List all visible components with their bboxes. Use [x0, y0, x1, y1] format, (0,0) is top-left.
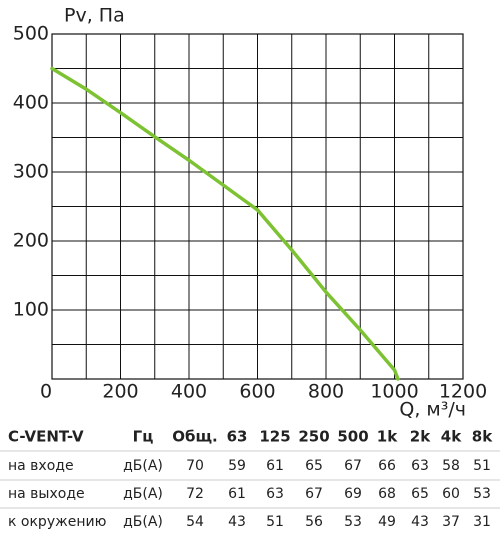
y-tick-label: 500: [13, 23, 49, 45]
table-cell: дБ(А): [123, 458, 163, 474]
table-header: Общ.: [172, 428, 218, 446]
table-cell: 31: [473, 514, 491, 530]
table-cell: 63: [411, 458, 429, 474]
table-cell: 43: [411, 514, 429, 530]
table-cell: 61: [266, 458, 284, 474]
table-cell: к окружению: [8, 514, 107, 530]
table-cell: 51: [266, 514, 284, 530]
table-cell: 69: [344, 486, 362, 502]
chart-title: Pv, Па: [64, 5, 125, 27]
table-cell: на входе: [8, 458, 74, 474]
x-axis-label: Q, м³/ч: [399, 399, 466, 421]
y-tick-label: 200: [13, 230, 49, 252]
x-tick-label: 0: [40, 381, 52, 403]
x-tick-label: 600: [239, 381, 275, 403]
x-tick-label: 200: [102, 381, 138, 403]
curve: [50, 66, 400, 381]
x-tick-label: 800: [308, 381, 344, 403]
table-cell: 56: [305, 514, 323, 530]
table-cell: на выходе: [8, 486, 85, 502]
table-header: C-VENT-V: [8, 428, 84, 446]
table-header: 63: [227, 428, 248, 446]
table-cell: 66: [378, 458, 396, 474]
table-cell: 58: [442, 458, 460, 474]
plot-frame: [51, 33, 464, 380]
table-header: Гц: [133, 428, 154, 446]
table-cell: 37: [442, 514, 460, 530]
table-header: 1k: [377, 428, 398, 446]
table-header: 250: [298, 428, 329, 446]
y-tick-label: 400: [13, 92, 49, 114]
x-tick-label: 1200: [439, 381, 487, 403]
table-cell: 67: [305, 486, 323, 502]
x-tick-label: 400: [171, 381, 207, 403]
table-cell: 63: [266, 486, 284, 502]
y-tick-label: 300: [13, 161, 49, 183]
table-cell: 59: [228, 458, 246, 474]
table-cell: дБ(А): [123, 486, 163, 502]
table-header: 500: [337, 428, 368, 446]
table-cell: 53: [473, 486, 491, 502]
table-cell: дБ(А): [123, 514, 163, 530]
table-header: 4k: [441, 428, 462, 446]
table-cell: 61: [228, 486, 246, 502]
table-cell: 65: [411, 486, 429, 502]
table-cell: 43: [228, 514, 246, 530]
y-tick-label: 100: [13, 299, 49, 321]
table-cell: 65: [305, 458, 323, 474]
table-cell: 49: [378, 514, 396, 530]
table-cell: 72: [186, 486, 204, 502]
table-cell: 54: [186, 514, 204, 530]
table-header: 2k: [410, 428, 431, 446]
table-header: 125: [259, 428, 290, 446]
table-cell: 67: [344, 458, 362, 474]
table-header: 8k: [472, 428, 493, 446]
table-cell: 53: [344, 514, 362, 530]
table-cell: 51: [473, 458, 491, 474]
table-cell: 70: [186, 458, 204, 474]
table-cell: 60: [442, 486, 460, 502]
table-cell: 68: [378, 486, 396, 502]
x-tick-label: 1000: [370, 381, 418, 403]
